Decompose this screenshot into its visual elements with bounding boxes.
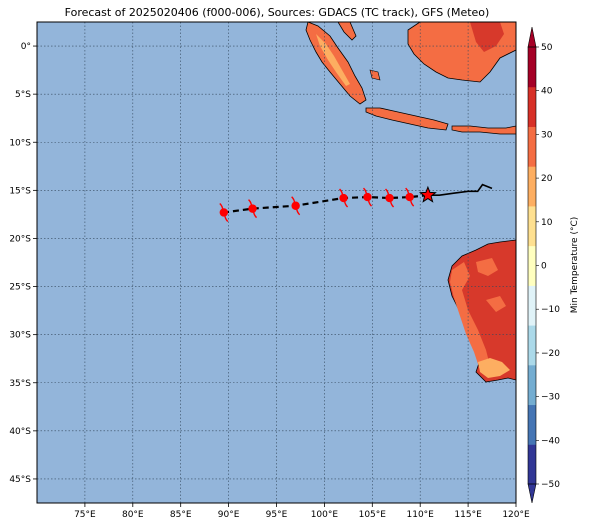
colorbar-segment — [528, 404, 536, 445]
lat-tick-label: 35°S — [9, 379, 31, 389]
longitude-ticks: 75°E 80°E 85°E 90°E 95°E 100°E 105°E 110°E 115°E… — [74, 503, 530, 520]
colorbar-segment — [528, 205, 536, 247]
colorbar-segment — [528, 86, 536, 127]
storm-symbol-icon — [363, 187, 373, 207]
storm-symbol-icon — [248, 199, 258, 219]
map-panel — [36, 21, 517, 504]
colorbar-tick-label: −10 — [541, 305, 560, 315]
lon-tick-label: 100°E — [311, 510, 339, 520]
current-position-star-icon — [418, 185, 437, 203]
ocean-area — [37, 22, 516, 503]
colorbar-tick-label: 30 — [541, 130, 553, 140]
latitude-ticks: 0° 5°S 10°S 15°S 20°S 25°S 30°S 35°S 40°S 45°S — [9, 42, 37, 485]
map-title: Forecast of 2025020406 (f000-006), Sourc… — [65, 6, 490, 19]
storm-symbol-icon — [385, 188, 395, 208]
lon-tick-label: 80°E — [122, 510, 144, 520]
lat-tick-label: 25°S — [9, 283, 31, 293]
colorbar-tick-label: 40 — [541, 87, 553, 97]
storm-symbol-icon — [219, 202, 229, 222]
storm-symbol-icon — [405, 187, 415, 207]
lat-tick-label: 40°S — [9, 427, 31, 437]
colorbar-segment — [528, 47, 536, 88]
forecast-positions — [219, 187, 415, 222]
land-masses — [305, 22, 516, 383]
colorbar-segment — [528, 285, 536, 326]
lat-tick-label: 10°S — [9, 138, 31, 148]
lon-tick-label: 90°E — [218, 510, 240, 520]
land-wa-interior-warm-2 — [486, 296, 506, 312]
colorbar-segment — [528, 444, 536, 485]
colorbar-tick-label: 10 — [541, 218, 553, 228]
colorbar-segment — [528, 245, 536, 286]
storm-symbol-icon — [291, 196, 301, 216]
lon-tick-label: 120°E — [502, 510, 530, 520]
colorbar-tick-label: 0 — [541, 262, 547, 272]
lat-tick-label: 30°S — [9, 331, 31, 341]
colorbar-segment — [528, 325, 536, 366]
observed-track-line — [427, 183, 493, 196]
lon-tick-label: 110°E — [407, 510, 435, 520]
land-wa-interior-warm — [476, 258, 498, 276]
lat-tick-label: 20°S — [9, 234, 31, 244]
lat-tick-label: 15°S — [9, 186, 31, 196]
lon-tick-label: 75°E — [74, 510, 96, 520]
land-java — [365, 107, 449, 131]
colorbar-top-extend — [527, 26, 537, 48]
lat-tick-label: 5°S — [15, 90, 31, 100]
colorbar-tick-label: 50 — [541, 43, 553, 53]
land-wa-southwest — [478, 358, 510, 378]
lat-tick-label: 0° — [21, 42, 31, 52]
graticule — [37, 22, 517, 503]
colorbar-tick-label: 20 — [541, 174, 553, 184]
colorbar-segment — [528, 364, 536, 406]
land-malay-peninsula — [337, 22, 357, 41]
land-wa-coast-warm — [450, 262, 490, 370]
colorbar-segment — [528, 166, 536, 207]
land-borneo-interior — [470, 22, 504, 52]
colorbar-tick-label: −40 — [541, 436, 560, 446]
colorbar-label: Min Temperature (°C) — [570, 217, 580, 314]
colorbar: 50 40 30 20 10 0 −10 −20 −30 −40 −50 Min Temperatu… — [527, 26, 580, 504]
storm-symbol-icon — [339, 188, 349, 208]
colorbar-tick-label: −20 — [541, 349, 560, 359]
colorbar-segment — [528, 126, 536, 167]
colorbar-tick-label: −30 — [541, 393, 560, 403]
lon-tick-label: 85°E — [170, 510, 192, 520]
lon-tick-label: 105°E — [359, 510, 387, 520]
lat-tick-label: 45°S — [9, 475, 31, 485]
lon-tick-label: 95°E — [266, 510, 288, 520]
colorbar-bottom-extend — [527, 483, 537, 504]
colorbar-tick-label: −50 — [541, 480, 560, 490]
lon-tick-label: 115°E — [454, 510, 482, 520]
